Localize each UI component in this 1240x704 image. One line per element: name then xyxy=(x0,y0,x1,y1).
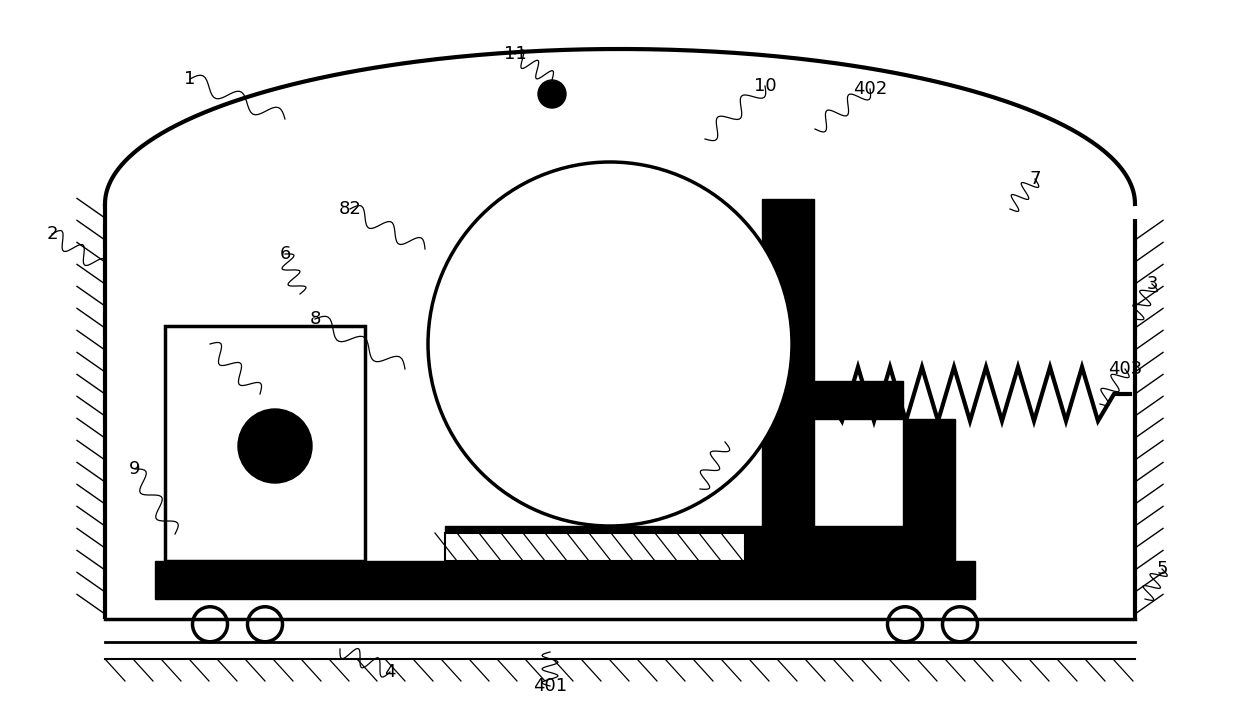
Bar xyxy=(903,419,955,526)
Circle shape xyxy=(428,162,792,526)
Bar xyxy=(813,381,903,419)
Text: 82: 82 xyxy=(339,200,361,218)
Text: 8: 8 xyxy=(309,310,321,328)
Text: 1: 1 xyxy=(185,70,196,88)
Text: 9: 9 xyxy=(129,460,141,478)
Text: 401: 401 xyxy=(533,677,567,695)
Bar xyxy=(165,326,365,561)
Text: 6: 6 xyxy=(279,245,290,263)
Text: 10: 10 xyxy=(754,77,776,95)
Text: 81: 81 xyxy=(714,433,737,451)
Text: 2: 2 xyxy=(46,225,58,243)
Bar xyxy=(445,533,745,561)
Bar xyxy=(445,526,955,561)
Text: 61: 61 xyxy=(198,335,222,353)
Circle shape xyxy=(238,409,312,483)
Text: 4: 4 xyxy=(384,663,396,681)
Text: 5: 5 xyxy=(1156,560,1168,578)
Text: 403: 403 xyxy=(1107,360,1142,378)
Text: 11: 11 xyxy=(503,45,526,63)
Text: 7: 7 xyxy=(1029,170,1040,188)
Text: 3: 3 xyxy=(1146,275,1158,293)
Bar xyxy=(155,561,975,599)
Circle shape xyxy=(538,80,565,108)
Bar xyxy=(763,199,813,561)
Text: 402: 402 xyxy=(853,80,887,98)
